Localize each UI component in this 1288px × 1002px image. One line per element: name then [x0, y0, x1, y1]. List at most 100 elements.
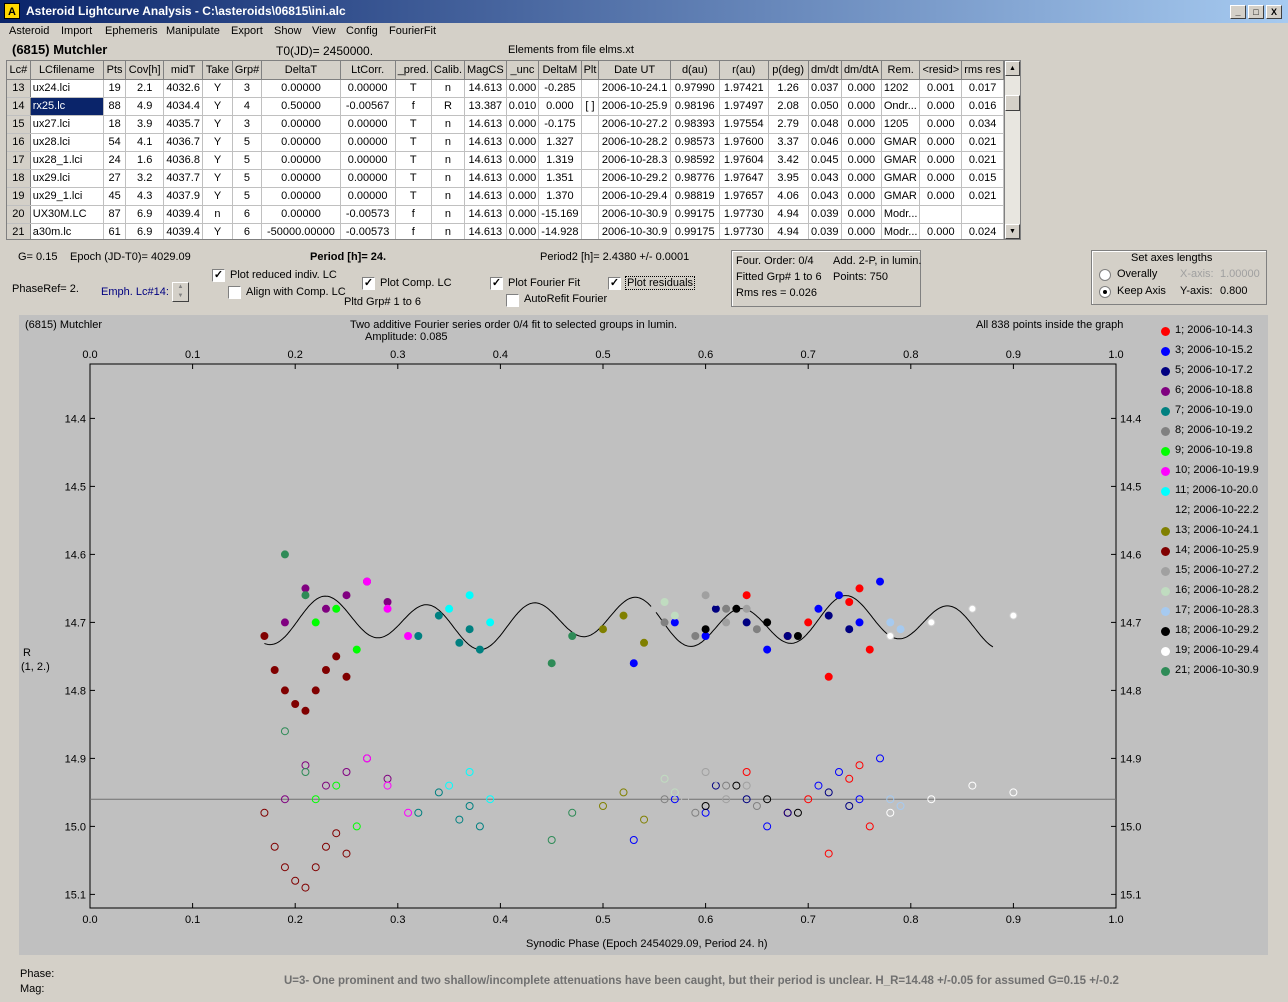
table-cell[interactable]: n — [431, 205, 466, 224]
table-cell[interactable]: 0.00000 — [261, 133, 341, 152]
table-cell[interactable]: 6.9 — [125, 205, 164, 224]
table-cell[interactable]: ux24.lci — [30, 79, 104, 98]
align-checkbox[interactable] — [228, 286, 241, 299]
table-cell[interactable]: ux29_1.lci — [30, 187, 104, 206]
overally-radio[interactable] — [1099, 269, 1111, 281]
table-cell[interactable]: 1.351 — [538, 169, 582, 188]
table-cell[interactable]: 13 — [7, 79, 31, 98]
column-header[interactable]: DeltaM — [538, 61, 582, 80]
table-cell[interactable]: 0.016 — [961, 97, 1004, 116]
lightcurve-plot[interactable]: 0.0 0.0 0.1 0.1 0.2 0.2 0.3 0.3 0.4 0.4 0.5 0.5 0.6 0… — [19, 315, 1268, 955]
table-cell[interactable]: 0.000 — [919, 133, 963, 152]
table-cell[interactable]: 1.97421 — [719, 79, 769, 98]
table-cell[interactable]: -0.00573 — [340, 223, 396, 239]
table-cell[interactable]: 14.613 — [464, 115, 507, 134]
table-cell[interactable]: 0.000 — [841, 97, 882, 116]
table-cell[interactable]: 14.613 — [464, 205, 507, 224]
table-cell[interactable]: 0.000 — [841, 151, 882, 170]
table-cell[interactable] — [581, 79, 600, 98]
table-cell[interactable]: 0.00000 — [340, 187, 396, 206]
table-cell[interactable]: Y — [202, 133, 233, 152]
table-cell[interactable]: 0.00000 — [261, 79, 341, 98]
table-cell[interactable]: 0.000 — [506, 205, 540, 224]
table-cell[interactable]: 0.00000 — [261, 205, 341, 224]
table-cell[interactable]: 0.043 — [808, 187, 842, 206]
table-cell[interactable]: 3.2 — [125, 169, 164, 188]
menu-ephemeris[interactable]: Ephemeris — [105, 25, 158, 37]
table-cell[interactable]: 0.010 — [506, 97, 540, 116]
scroll-down-icon[interactable]: ▼ — [1005, 224, 1020, 239]
table-cell[interactable]: 0.039 — [808, 205, 842, 224]
table-cell[interactable]: [ ] — [581, 97, 600, 116]
table-cell[interactable]: 0.000 — [506, 115, 540, 134]
table-cell[interactable]: 0.015 — [961, 169, 1004, 188]
table-cell[interactable]: 0.000 — [919, 115, 963, 134]
table-cell[interactable]: 0.00000 — [261, 169, 341, 188]
table-cell[interactable]: 2006-10-29.2 — [598, 169, 671, 188]
period-value[interactable]: Period [h]= 24. — [310, 251, 387, 263]
table-row[interactable]: 17 ux28_1.lci 24 1.6 4036.8 Y 5 0.00000 0.00000 T… — [7, 151, 1004, 170]
table-cell[interactable]: 21 — [7, 223, 31, 239]
table-cell[interactable]: 14.613 — [464, 133, 507, 152]
table-cell[interactable]: 1.319 — [538, 151, 582, 170]
table-cell[interactable]: 0.000 — [506, 133, 540, 152]
column-header[interactable]: Rem. — [881, 61, 921, 80]
table-cell[interactable]: 0.00000 — [261, 187, 341, 206]
table-cell[interactable]: 3.37 — [768, 133, 809, 152]
table-cell[interactable]: n — [431, 151, 466, 170]
table-cell[interactable]: 0.000 — [919, 223, 963, 239]
table-cell[interactable]: 87 — [103, 205, 127, 224]
table-cell[interactable]: 4.9 — [125, 97, 164, 116]
table-cell[interactable] — [581, 205, 600, 224]
table-cell[interactable]: 2006-10-28.3 — [598, 151, 671, 170]
table-cell[interactable]: 0.00000 — [340, 115, 396, 134]
table-cell[interactable]: 0.024 — [961, 223, 1004, 239]
table-cell[interactable]: n — [431, 133, 466, 152]
table-cell[interactable]: 88 — [103, 97, 127, 116]
table-cell[interactable]: 3 — [232, 115, 263, 134]
table-cell[interactable]: 0.000 — [841, 79, 882, 98]
table-cell[interactable]: 16 — [7, 133, 31, 152]
table-cell[interactable]: ux27.lci — [30, 115, 104, 134]
table-cell[interactable]: f — [395, 205, 432, 224]
table-cell[interactable]: 0.00000 — [261, 151, 341, 170]
table-cell[interactable]: 18 — [7, 169, 31, 188]
table-cell[interactable]: 17 — [7, 151, 31, 170]
menu-import[interactable]: Import — [61, 25, 93, 37]
plot-reduced-checkbox[interactable]: ✓ — [212, 269, 225, 282]
table-cell[interactable]: 1.97497 — [719, 97, 769, 116]
table-cell[interactable]: 0.000 — [919, 151, 963, 170]
table-cell[interactable]: 6.9 — [125, 223, 164, 239]
table-cell[interactable]: 4035.7 — [163, 115, 204, 134]
table-cell[interactable]: R — [431, 97, 466, 116]
table-cell[interactable] — [581, 151, 600, 170]
table-cell[interactable]: 4.1 — [125, 133, 164, 152]
emph-spinner[interactable]: ▲ ▼ — [172, 282, 189, 302]
table-cell[interactable]: 5 — [232, 133, 263, 152]
column-header[interactable]: MagCS — [464, 61, 507, 80]
table-row[interactable]: 21 a30m.lc 61 6.9 4039.4 Y 6 -50000.00000 -0.005… — [7, 223, 1004, 239]
table-cell[interactable]: 4032.6 — [163, 79, 204, 98]
column-header[interactable]: Date UT — [598, 61, 671, 80]
table-cell[interactable]: n — [431, 187, 466, 206]
table-cell[interactable]: 4.94 — [768, 205, 809, 224]
table-cell[interactable]: 54 — [103, 133, 127, 152]
table-cell[interactable]: -0.285 — [538, 79, 582, 98]
table-cell[interactable]: GMAR — [881, 133, 921, 152]
table-cell[interactable]: 0.99175 — [670, 205, 720, 224]
table-cell[interactable]: 0.000 — [919, 97, 963, 116]
table-cell[interactable]: 18 — [103, 115, 127, 134]
table-cell[interactable]: 0.98776 — [670, 169, 720, 188]
y-axis-value[interactable]: 0.800 — [1220, 285, 1248, 297]
table-cell[interactable]: 0.000 — [841, 133, 882, 152]
table-cell[interactable]: 3.42 — [768, 151, 809, 170]
autorefit-checkbox[interactable] — [506, 294, 519, 307]
table-cell[interactable]: 2006-10-24.1 — [598, 79, 671, 98]
table-cell[interactable]: 5 — [232, 187, 263, 206]
column-header[interactable]: <resid> — [919, 61, 963, 80]
table-cell[interactable]: 0.000 — [841, 115, 882, 134]
table-cell[interactable]: 14.613 — [464, 187, 507, 206]
table-cell[interactable]: 4.3 — [125, 187, 164, 206]
